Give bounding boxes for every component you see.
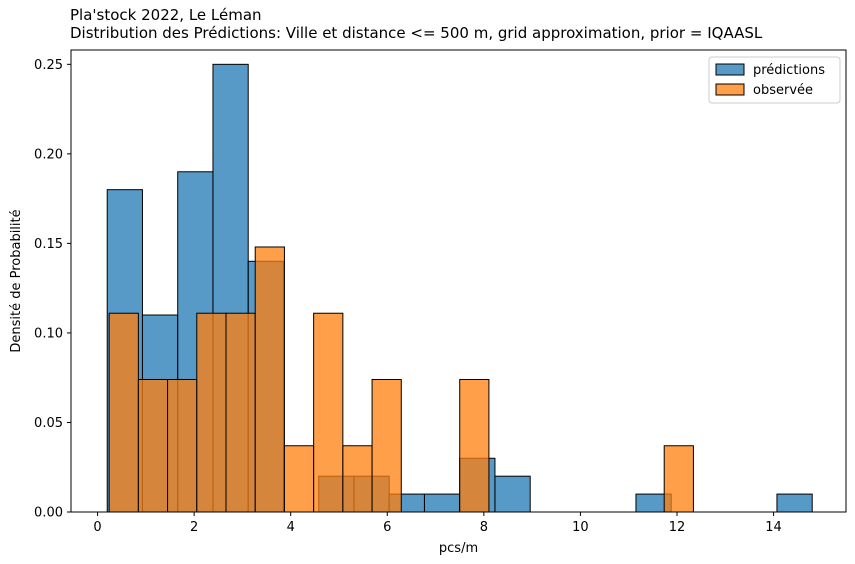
bar-observed-7	[313, 312, 344, 513]
x-tick-label: 6	[383, 520, 391, 535]
chart-title: Pla'stock 2022, Le Léman	[70, 6, 262, 24]
x-tick-label: 2	[190, 520, 198, 535]
series-observed-bars	[108, 246, 694, 513]
y-tick-label: 0.15	[34, 237, 63, 252]
legend-swatch	[715, 83, 745, 96]
bar-observed-4	[225, 312, 256, 513]
legend-label: prédictions	[753, 63, 825, 78]
axes: 0 2 4 6 8 10 12 14 0.00 0.05 0.10 0.15 0.20 0.25	[34, 49, 847, 535]
x-tick-label: 8	[480, 520, 488, 535]
bar-observed-1	[137, 378, 169, 513]
bar-predictions-9	[423, 493, 461, 513]
y-tick-label: 0.10	[34, 326, 63, 341]
bar-observed-8	[342, 445, 373, 513]
x-axis-label: pcs/m	[439, 541, 478, 556]
y-axis-label: Densité de Probabilité	[9, 209, 24, 352]
bar-predictions-11	[494, 475, 531, 513]
legend-swatch	[715, 63, 745, 76]
x-tick-label: 10	[572, 520, 589, 535]
y-tick-label: 0.25	[34, 58, 63, 73]
bar-observed-0	[108, 312, 139, 513]
x-tick-label: 4	[287, 520, 295, 535]
plot-frame	[70, 49, 847, 513]
x-tick-label: 0	[93, 520, 101, 535]
legend: prédictions observée	[708, 56, 841, 104]
y-tick-label: 0.20	[34, 147, 63, 162]
x-tick-label: 12	[669, 520, 686, 535]
bar-observed-6	[283, 445, 315, 513]
bar-observed-19	[663, 445, 694, 513]
bar-predictions-19	[776, 493, 813, 513]
bar-observed-5	[254, 246, 285, 513]
bar-observed-12	[459, 378, 490, 513]
y-tick-label: 0.05	[34, 416, 63, 431]
legend-label: observée	[753, 83, 813, 98]
y-tick-label: 0.00	[34, 506, 63, 521]
x-tick-label: 14	[765, 520, 782, 535]
bar-observed-2	[167, 378, 198, 513]
bar-observed-3	[196, 312, 227, 513]
chart-subtitle: Distribution des Prédictions: Ville et d…	[70, 24, 763, 42]
bar-observed-9	[371, 378, 402, 513]
